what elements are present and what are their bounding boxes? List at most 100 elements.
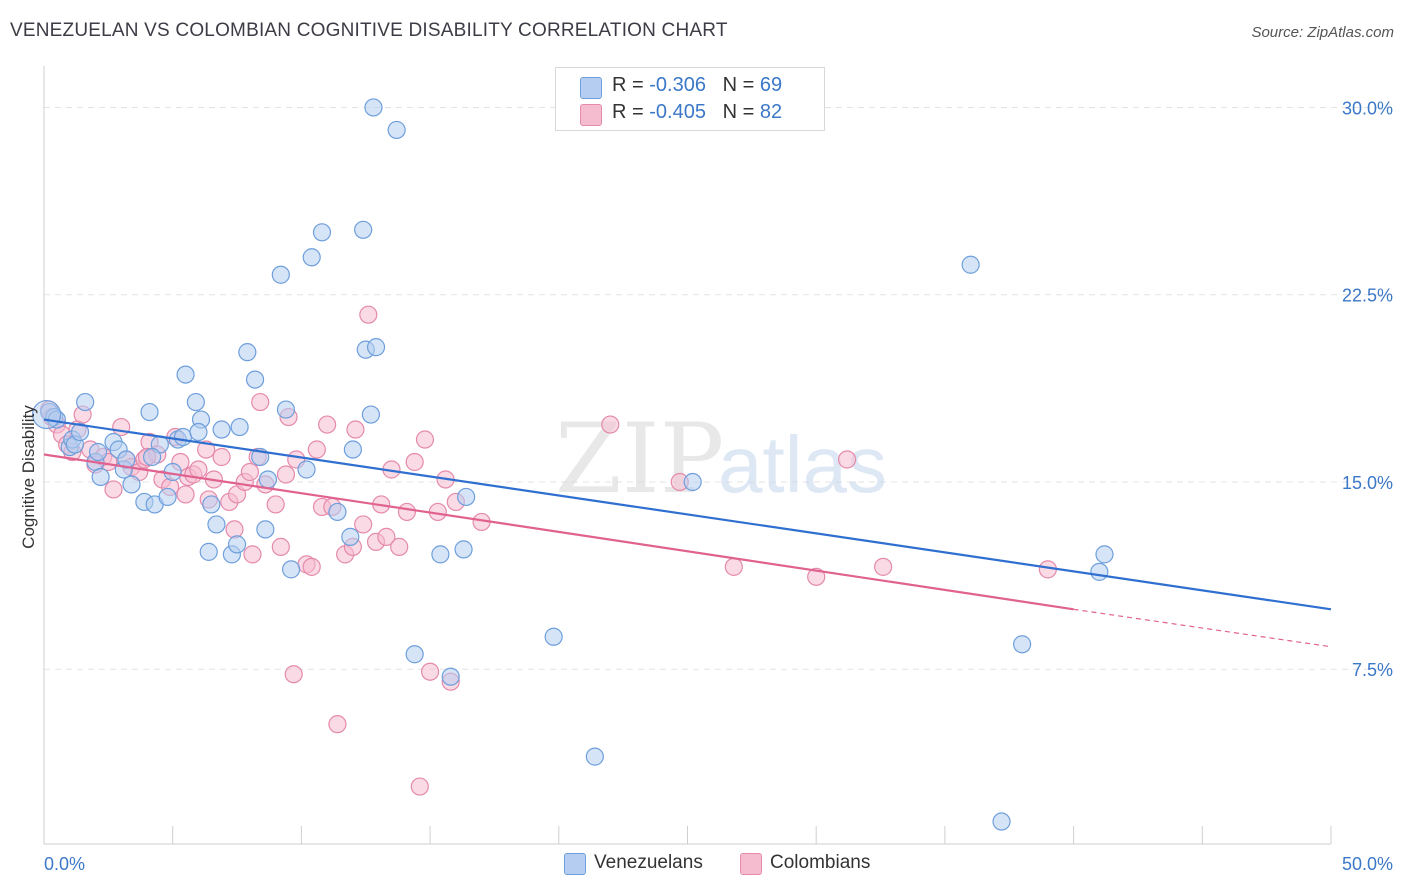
y-tick-label: 15.0%	[1342, 473, 1393, 493]
colombian-point	[601, 415, 620, 434]
venezuelan-point	[343, 440, 362, 459]
colombian-point	[410, 777, 429, 796]
venezuelan-point	[227, 535, 247, 554]
venezuelan-point	[91, 467, 110, 487]
points-layer	[31, 98, 1114, 831]
y-tick-label: 30.0%	[1342, 98, 1393, 118]
venezuelan-point	[76, 392, 95, 412]
colombian-point	[104, 480, 123, 499]
venezuelan-point	[361, 405, 380, 424]
trend-layer	[43, 418, 1332, 648]
colombian-point	[724, 557, 743, 576]
venezuelan-point	[387, 120, 406, 140]
y-tick-label: 22.5%	[1342, 286, 1393, 306]
venezuelan-point	[176, 365, 195, 384]
venezuelan-point	[189, 422, 208, 442]
colombian-point	[874, 557, 893, 576]
watermark-zip: ZIP	[555, 403, 724, 515]
grid-layer	[44, 106, 1392, 670]
colombian-point	[318, 415, 337, 434]
venezuelan-point	[328, 502, 347, 522]
legend-n-label: N =	[722, 101, 755, 123]
correlation-legend: R = -0.306 N = 69 R = -0.405 N = 82	[555, 67, 825, 131]
venezuelan-point	[354, 220, 373, 239]
venezuelan-point	[683, 472, 702, 492]
venezuelan-point	[258, 470, 278, 489]
y-tick-label: 7.5%	[1352, 660, 1393, 680]
venezuelan-point	[245, 370, 265, 389]
venezuelan-point	[199, 542, 218, 561]
colombians-swatch	[580, 104, 602, 126]
venezuelan-point	[441, 667, 460, 686]
venezuelan-point	[276, 400, 296, 419]
colombian-point	[405, 452, 424, 472]
colombian-point	[307, 440, 326, 459]
venezuelan-point	[544, 627, 563, 646]
colombians-trend-extension	[1073, 608, 1332, 648]
colombian-point	[197, 440, 216, 459]
colombian-point	[271, 537, 290, 556]
venezuelan-point	[366, 338, 386, 357]
legend-r-label: R =	[612, 74, 644, 96]
venezuelan-point	[122, 475, 141, 494]
venezuelan-point	[585, 747, 604, 766]
venezuelan-point	[207, 515, 226, 534]
legend-r-value: -0.405	[649, 101, 706, 123]
legend-n-value: 69	[759, 74, 783, 96]
venezuelans-swatch	[564, 853, 586, 875]
venezuelan-point	[1095, 545, 1114, 564]
x-tick-label-min: 0.0%	[44, 854, 85, 874]
venezuelan-point	[173, 427, 193, 447]
venezuelan-point	[158, 487, 177, 507]
legend-n-label: N =	[722, 74, 755, 96]
legend-r-label: R =	[612, 101, 644, 123]
colombian-point	[837, 450, 857, 469]
colombian-point	[176, 485, 195, 504]
venezuelan-point	[454, 540, 473, 559]
venezuelan-point	[140, 402, 159, 422]
colombians-swatch	[740, 853, 762, 875]
colombian-point	[225, 520, 244, 539]
venezuelan-point	[364, 98, 383, 117]
chart-title: VENEZUELAN VS COLOMBIAN COGNITIVE DISABI…	[10, 20, 728, 41]
venezuelan-point	[297, 460, 316, 479]
colombian-point	[359, 305, 378, 324]
bottom-legend-label: Colombians	[770, 852, 871, 873]
venezuelan-point	[271, 265, 290, 284]
venezuelan-point	[457, 487, 476, 507]
venezuelan-point	[143, 447, 162, 467]
venezuelan-point	[212, 420, 231, 439]
venezuelan-point	[341, 527, 360, 546]
x-tick-label-max: 50.0%	[1342, 854, 1393, 874]
venezuelan-point	[70, 422, 90, 442]
colombian-point	[243, 545, 262, 564]
venezuelan-point	[312, 223, 332, 242]
legend-n-value: 82	[759, 101, 783, 123]
colombian-point	[807, 567, 826, 586]
venezuelan-point	[186, 392, 205, 412]
legend-r-value: -0.306	[649, 74, 706, 96]
venezuelan-point	[88, 442, 108, 462]
venezuelan-point	[1013, 635, 1032, 654]
y-axis-label: Cognitive Disability	[19, 405, 38, 549]
colombian-point	[421, 662, 440, 681]
venezuelan-point	[230, 417, 249, 437]
venezuelan-point	[961, 255, 980, 274]
colombian-point	[112, 417, 131, 437]
colombian-point	[397, 502, 417, 522]
venezuelan-point	[992, 812, 1011, 831]
venezuelan-point	[282, 560, 301, 579]
venezuelans-swatch	[580, 77, 602, 99]
bottom-legend-label: Venezuelans	[594, 852, 703, 873]
colombian-point	[189, 460, 208, 479]
colombian-point	[377, 527, 396, 546]
venezuelan-point	[202, 495, 221, 514]
label-layer: 7.5% 15.0% 22.5% 30.0% 0.0% 50.0% Cognitive Di…	[19, 98, 1393, 874]
colombian-point	[240, 462, 260, 482]
venezuelan-point	[1090, 562, 1109, 581]
venezuelans-trend-line	[43, 418, 1332, 611]
colombian-point	[390, 537, 409, 556]
venezuelan-point	[431, 545, 450, 564]
colombian-point	[251, 392, 270, 412]
